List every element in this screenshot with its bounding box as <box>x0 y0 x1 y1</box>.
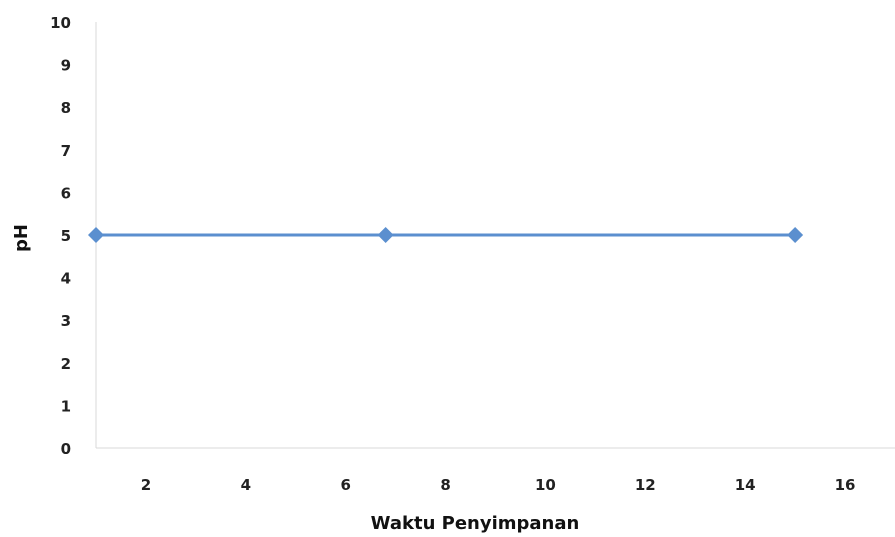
data-point-marker <box>88 227 104 243</box>
x-tick-label: 4 <box>241 476 251 494</box>
y-tick-label: 3 <box>61 312 71 330</box>
y-tick-label: 1 <box>61 397 71 415</box>
y-tick-label: 8 <box>61 99 71 117</box>
y-tick-label: 4 <box>61 270 71 288</box>
x-tick-label: 12 <box>635 476 656 494</box>
x-tick-label: 2 <box>141 476 151 494</box>
y-tick-label: 7 <box>61 142 71 160</box>
y-tick-label: 5 <box>61 227 71 245</box>
x-tick-label: 8 <box>440 476 450 494</box>
data-point-marker <box>787 227 804 243</box>
x-tick-label: 10 <box>535 476 556 494</box>
x-tick-labels: 2 4 6 8 10 12 14 16 <box>141 476 856 494</box>
y-axis-label: pH <box>11 224 32 252</box>
series-group <box>88 227 804 243</box>
x-tick-label: 16 <box>835 476 856 494</box>
y-tick-label: 9 <box>61 57 71 75</box>
x-tick-label: 6 <box>340 476 350 494</box>
x-axis-label: Waktu Penyimpanan <box>371 513 580 534</box>
y-tick-label: 0 <box>61 440 71 458</box>
data-point-marker <box>377 227 394 243</box>
x-tick-label: 14 <box>735 476 756 494</box>
y-tick-labels: 0 1 2 3 4 5 6 7 8 9 10 <box>50 14 71 458</box>
y-tick-label: 10 <box>50 14 71 32</box>
y-tick-label: 2 <box>61 355 71 373</box>
y-tick-label: 6 <box>61 184 71 202</box>
